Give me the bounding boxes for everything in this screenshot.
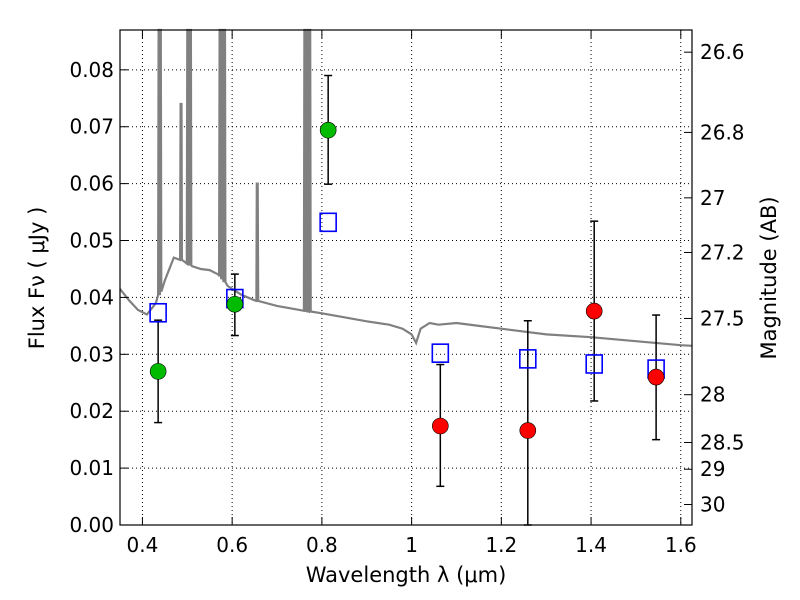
y-tick-label: 0.01	[69, 456, 114, 480]
axis-ticks: 0.4 0.6 0.8 1 1.2 1.4 1.6 0.00 0.01 0.02 0.03 0.04 0…	[69, 30, 745, 557]
y2-tick-label: 26.6	[700, 40, 745, 64]
y-tick-label: 0.08	[69, 58, 114, 82]
green-data-point	[149, 363, 167, 380]
red-data-point	[585, 302, 603, 320]
y2-tick-label: 29	[700, 457, 725, 481]
data-points	[149, 74, 665, 526]
y-axis-label: Flux Fν ( μJy )	[25, 207, 49, 350]
red-data-point	[432, 417, 449, 435]
model-square-point	[431, 343, 450, 363]
y2-tick-label: 27	[700, 186, 725, 210]
x-tick-label: 1	[405, 533, 418, 557]
y2-tick-label: 26.8	[700, 120, 745, 144]
x-axis-label: Wavelength λ (μm)	[306, 563, 507, 587]
y-tick-label: 0.07	[69, 115, 114, 139]
y-tick-label: 0.04	[69, 285, 114, 309]
model-square-point	[519, 349, 537, 369]
red-data-point	[647, 368, 665, 386]
grid-lines	[120, 30, 692, 526]
y-tick-label: 0.02	[69, 399, 114, 423]
x-tick-label: 0.4	[127, 533, 159, 557]
model-square-point	[319, 212, 337, 233]
y2-tick-label: 27.5	[700, 306, 745, 330]
x-tick-label: 1.4	[575, 533, 607, 557]
green-data-point	[319, 121, 337, 139]
y2-tick-label: 27.2	[700, 240, 745, 264]
plot-frame	[119, 29, 693, 526]
x-tick-label: 0.8	[306, 533, 338, 557]
green-data-point	[226, 295, 244, 313]
red-data-point	[519, 422, 537, 439]
model-spectrum	[119, 28, 693, 347]
y2-axis-label: Magnitude (AB)	[757, 196, 781, 359]
y-tick-label: 0.03	[69, 342, 114, 366]
y2-tick-label: 28	[700, 383, 725, 407]
y-tick-label: 0.05	[69, 229, 114, 253]
y2-tick-label: 28.5	[700, 431, 745, 455]
y-tick-label: 0.06	[69, 172, 114, 196]
x-tick-label: 1.2	[485, 533, 517, 557]
spectrum-line	[119, 28, 693, 347]
y-tick-label: 0.00	[69, 513, 114, 537]
model-square-point	[585, 354, 603, 374]
model-square-point	[149, 302, 167, 323]
y2-tick-label: 30	[700, 493, 725, 517]
x-tick-label: 1.6	[665, 533, 697, 557]
x-tick-label: 0.6	[216, 533, 248, 557]
